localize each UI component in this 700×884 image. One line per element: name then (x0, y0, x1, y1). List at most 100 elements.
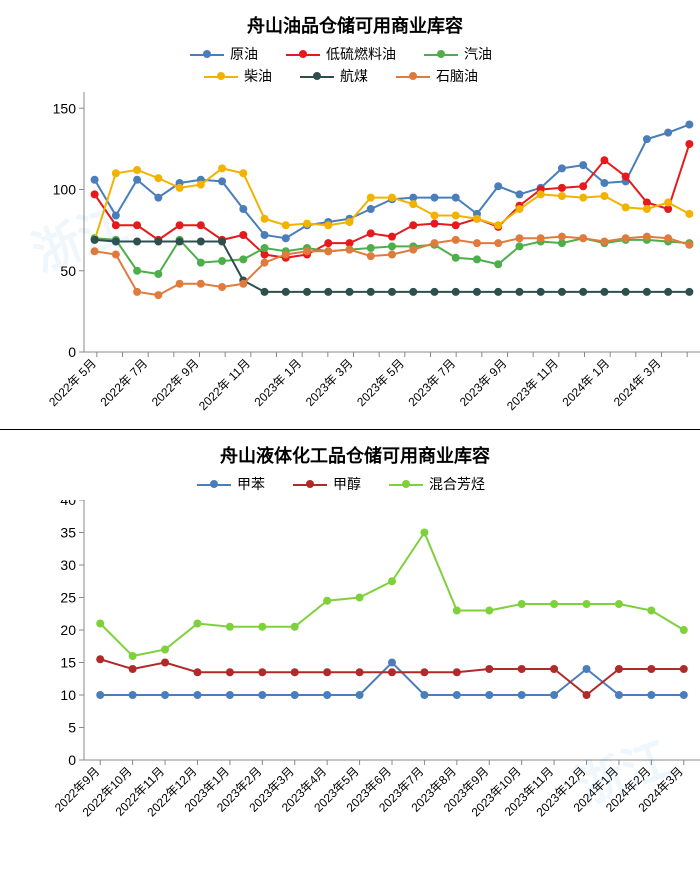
legend-swatch (389, 477, 423, 491)
series-marker-石脑油 (664, 234, 672, 242)
series-marker-石脑油 (579, 234, 587, 242)
y-tick-label: 20 (60, 622, 76, 638)
series-marker-柴油 (282, 221, 290, 229)
series-marker-石脑油 (154, 291, 162, 299)
series-marker-汽油 (494, 260, 502, 268)
series-marker-低硫燃料油 (600, 156, 608, 164)
legend-label: 原油 (230, 44, 258, 64)
series-marker-航煤 (579, 288, 587, 296)
series-marker-柴油 (494, 221, 502, 229)
series-marker-低硫燃料油 (685, 140, 693, 148)
x-tick-label: 2023年 5月 (354, 356, 407, 409)
series-marker-原油 (91, 176, 99, 184)
series-marker-汽油 (452, 254, 460, 262)
series-marker-石脑油 (388, 251, 396, 259)
series-marker-甲醇 (323, 668, 331, 676)
series-marker-石脑油 (367, 252, 375, 260)
series-marker-航煤 (303, 288, 311, 296)
legend-swatch (293, 477, 327, 491)
series-marker-甲醇 (226, 668, 234, 676)
chart2-plot-wrap: 05101520253035402022年9月2022年10月2022年11月2… (30, 500, 680, 870)
x-tick-label: 2022年 11月 (196, 356, 253, 413)
series-marker-甲醇 (161, 659, 169, 667)
series-marker-石脑油 (197, 280, 205, 288)
series-marker-混合芳烃 (453, 607, 461, 615)
series-marker-航煤 (346, 288, 354, 296)
series-marker-航煤 (409, 288, 417, 296)
series-marker-甲醇 (291, 668, 299, 676)
y-tick-label: 150 (53, 100, 77, 116)
series-marker-航煤 (515, 288, 523, 296)
y-tick-label: 25 (60, 590, 76, 606)
legend-label: 汽油 (464, 44, 492, 64)
series-marker-石脑油 (218, 283, 226, 291)
series-marker-石脑油 (537, 234, 545, 242)
series-marker-混合芳烃 (388, 577, 396, 585)
series-line-原油 (95, 125, 690, 239)
series-marker-石脑油 (282, 251, 290, 259)
x-tick-label: 2022年 7月 (97, 356, 150, 409)
series-marker-甲苯 (388, 659, 396, 667)
series-marker-低硫燃料油 (197, 221, 205, 229)
chart-panel-chem: 舟山液体化工品仓储可用商业库容 甲苯甲醇混合芳烃 051015202530354… (0, 430, 700, 884)
series-marker-甲苯 (96, 691, 104, 699)
chart2-legend: 甲苯甲醇混合芳烃 (30, 474, 680, 494)
y-tick-label: 40 (60, 500, 76, 508)
series-marker-柴油 (685, 210, 693, 218)
series-marker-混合芳烃 (193, 620, 201, 628)
series-marker-航煤 (261, 288, 269, 296)
series-marker-航煤 (218, 238, 226, 246)
series-marker-柴油 (452, 212, 460, 220)
series-marker-混合芳烃 (518, 600, 526, 608)
series-marker-原油 (558, 164, 566, 172)
series-marker-混合芳烃 (323, 597, 331, 605)
series-marker-甲苯 (647, 691, 655, 699)
series-marker-原油 (494, 182, 502, 190)
series-marker-航煤 (643, 288, 651, 296)
series-marker-柴油 (133, 166, 141, 174)
series-marker-汽油 (197, 259, 205, 267)
chart2-title: 舟山液体化工品仓储可用商业库容 (30, 442, 680, 468)
series-marker-甲醇 (388, 668, 396, 676)
series-marker-低硫燃料油 (622, 173, 630, 181)
series-marker-原油 (430, 194, 438, 202)
series-marker-航煤 (154, 238, 162, 246)
series-marker-原油 (685, 121, 693, 129)
x-tick-label: 2023年 11月 (504, 356, 561, 413)
legend-item-甲醇: 甲醇 (293, 474, 361, 494)
x-tick-label: 2024年 1月 (559, 356, 612, 409)
series-marker-石脑油 (685, 241, 693, 249)
series-marker-混合芳烃 (96, 620, 104, 628)
series-marker-原油 (154, 194, 162, 202)
chart1-title: 舟山油品仓储可用商业库容 (30, 12, 680, 38)
series-marker-柴油 (261, 215, 269, 223)
series-marker-低硫燃料油 (176, 221, 184, 229)
series-marker-混合芳烃 (226, 623, 234, 631)
series-marker-航煤 (622, 288, 630, 296)
series-marker-石脑油 (643, 233, 651, 241)
series-marker-混合芳烃 (485, 607, 493, 615)
series-marker-甲醇 (550, 665, 558, 673)
series-marker-低硫燃料油 (133, 221, 141, 229)
series-marker-甲醇 (258, 668, 266, 676)
series-marker-低硫燃料油 (430, 220, 438, 228)
series-marker-航煤 (112, 238, 120, 246)
legend-label: 柴油 (244, 66, 272, 86)
series-marker-航煤 (664, 288, 672, 296)
series-marker-柴油 (239, 169, 247, 177)
series-marker-低硫燃料油 (91, 190, 99, 198)
y-tick-label: 0 (68, 344, 76, 360)
series-marker-石脑油 (430, 239, 438, 247)
series-marker-混合芳烃 (583, 600, 591, 608)
legend-label: 甲苯 (237, 474, 265, 494)
series-marker-石脑油 (515, 234, 523, 242)
series-marker-原油 (239, 205, 247, 213)
series-marker-原油 (664, 129, 672, 137)
series-marker-甲苯 (453, 691, 461, 699)
series-marker-低硫燃料油 (558, 184, 566, 192)
series-marker-原油 (133, 176, 141, 184)
chart-panel-oil: 舟山油品仓储可用商业库容 原油低硫燃料油汽油柴油航煤石脑油 0501001502… (0, 0, 700, 430)
series-marker-混合芳烃 (356, 594, 364, 602)
series-marker-柴油 (622, 203, 630, 211)
series-marker-航煤 (685, 288, 693, 296)
